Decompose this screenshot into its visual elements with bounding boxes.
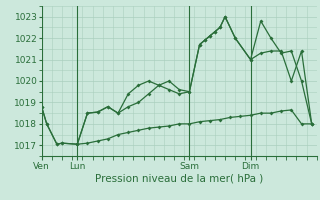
X-axis label: Pression niveau de la mer( hPa ): Pression niveau de la mer( hPa ) [95, 173, 263, 183]
